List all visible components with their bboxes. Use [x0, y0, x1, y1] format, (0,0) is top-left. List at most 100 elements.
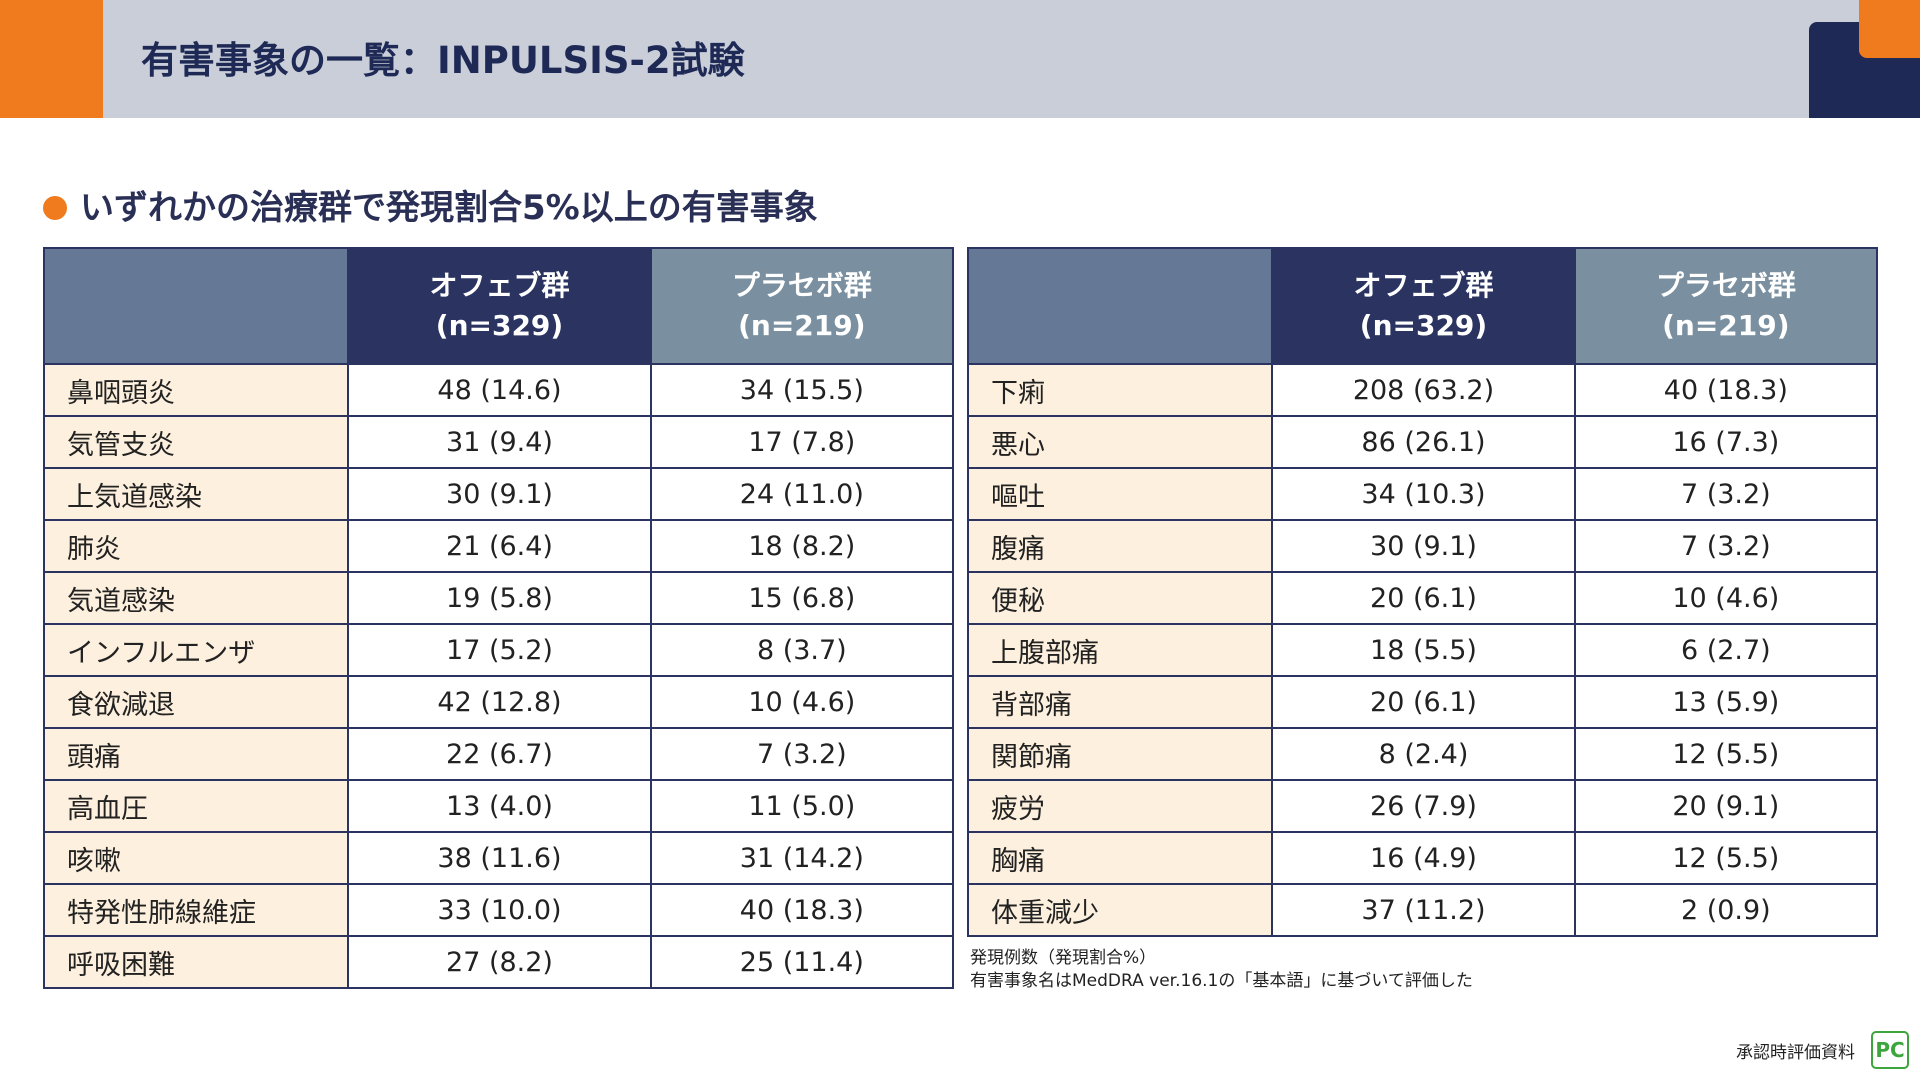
- column-header-line: (n=219): [738, 309, 866, 342]
- event-cell: 咳嗽: [42, 831, 350, 885]
- table-row: 嘔吐 34 (10.3) 7 (3.2): [966, 467, 1879, 521]
- footnote: 発現例数（発現割合%）: [970, 948, 1157, 968]
- table-row: 気管支炎 31 (9.4) 17 (7.8): [42, 415, 955, 469]
- value-cell: 20 (9.1): [1573, 779, 1879, 833]
- column-header: オフェブ群 (n=329): [347, 247, 652, 365]
- event-cell: 気管支炎: [42, 415, 350, 469]
- table-row: 気道感染 19 (5.8) 15 (6.8): [42, 571, 955, 625]
- table-row: 食欲減退 42 (12.8) 10 (4.6): [42, 675, 955, 729]
- logo: PC: [1871, 1031, 1909, 1069]
- value-cell: 6 (2.7): [1573, 623, 1879, 677]
- event-cell: 気道感染: [42, 571, 350, 625]
- value-cell: 86 (26.1): [1271, 415, 1576, 469]
- section-heading: いずれかの治療群で発現割合5%以上の有害事象: [80, 188, 818, 228]
- table-row: 上気道感染 30 (9.1) 24 (11.0): [42, 467, 955, 521]
- table-row: 特発性肺線維症 33 (10.0) 40 (18.3): [42, 883, 955, 937]
- event-cell: 特発性肺線維症: [42, 883, 350, 937]
- value-cell: 21 (6.4): [347, 519, 652, 573]
- value-cell: 38 (11.6): [347, 831, 652, 885]
- event-cell: 体重減少: [966, 883, 1274, 937]
- table-row: 悪心 86 (26.1) 16 (7.3): [966, 415, 1879, 469]
- table-row: インフルエンザ 17 (5.2) 8 (3.7): [42, 623, 955, 677]
- column-header: プラセボ群 (n=219): [1573, 247, 1879, 365]
- value-cell: 40 (18.3): [649, 883, 955, 937]
- table-row: 背部痛 20 (6.1) 13 (5.9): [966, 675, 1879, 729]
- value-cell: 40 (18.3): [1573, 363, 1879, 417]
- value-cell: 12 (5.5): [1573, 727, 1879, 781]
- table-row: 鼻咽頭炎 48 (14.6) 34 (15.5): [42, 363, 955, 417]
- value-cell: 11 (5.0): [649, 779, 955, 833]
- value-cell: 8 (2.4): [1271, 727, 1576, 781]
- event-cell: 胸痛: [966, 831, 1274, 885]
- event-cell: 嘔吐: [966, 467, 1274, 521]
- value-cell: 7 (3.2): [1573, 519, 1879, 573]
- column-header-line: オフェブ群: [429, 269, 570, 302]
- value-cell: 27 (8.2): [347, 935, 652, 989]
- value-cell: 24 (11.0): [649, 467, 955, 521]
- header-cell: [42, 247, 350, 365]
- table-row: 呼吸困難 27 (8.2) 25 (11.4): [42, 935, 955, 989]
- event-cell: 肺炎: [42, 519, 350, 573]
- table-row: 便秘 20 (6.1) 10 (4.6): [966, 571, 1879, 625]
- event-cell: 食欲減退: [42, 675, 350, 729]
- value-cell: 15 (6.8): [649, 571, 955, 625]
- column-header-line: (n=219): [1662, 309, 1790, 342]
- value-cell: 30 (9.1): [1271, 519, 1576, 573]
- header-accent: [0, 0, 103, 118]
- data-table: オフェブ群 (n=329) プラセボ群 (n=219) 下痢 208 (63.2) 40 (…: [966, 247, 1879, 937]
- event-cell: 上腹部痛: [966, 623, 1274, 677]
- value-cell: 20 (6.1): [1271, 571, 1576, 625]
- footnote: 有害事象名はMedDRA ver.16.1の「基本語」に基づいて評価した: [970, 971, 1473, 991]
- value-cell: 33 (10.0): [347, 883, 652, 937]
- value-cell: 26 (7.9): [1271, 779, 1576, 833]
- table-row: 頭痛 22 (6.7) 7 (3.2): [42, 727, 955, 781]
- table-row: 下痢 208 (63.2) 40 (18.3): [966, 363, 1879, 417]
- table-row: 上腹部痛 18 (5.5) 6 (2.7): [966, 623, 1879, 677]
- column-header-line: オフェブ群: [1353, 269, 1494, 302]
- value-cell: 20 (6.1): [1271, 675, 1576, 729]
- table-row: 高血圧 13 (4.0) 11 (5.0): [42, 779, 955, 833]
- event-cell: 悪心: [966, 415, 1274, 469]
- value-cell: 7 (3.2): [1573, 467, 1879, 521]
- value-cell: 30 (9.1): [347, 467, 652, 521]
- table-row: 体重減少 37 (11.2) 2 (0.9): [966, 883, 1879, 937]
- table-row: 肺炎 21 (6.4) 18 (8.2): [42, 519, 955, 573]
- table-row: 関節痛 8 (2.4) 12 (5.5): [966, 727, 1879, 781]
- value-cell: 10 (4.6): [1573, 571, 1879, 625]
- value-cell: 34 (10.3): [1271, 467, 1576, 521]
- event-cell: 疲労: [966, 779, 1274, 833]
- value-cell: 19 (5.8): [347, 571, 652, 625]
- column-header: オフェブ群 (n=329): [1271, 247, 1576, 365]
- event-cell: 関節痛: [966, 727, 1274, 781]
- value-cell: 16 (4.9): [1271, 831, 1576, 885]
- header-bar: [0, 0, 1920, 118]
- header-row: オフェブ群 (n=329) プラセボ群 (n=219): [966, 247, 1879, 365]
- value-cell: 8 (3.7): [649, 623, 955, 677]
- value-cell: 10 (4.6): [649, 675, 955, 729]
- table-row: 疲労 26 (7.9) 20 (9.1): [966, 779, 1879, 833]
- event-cell: 便秘: [966, 571, 1274, 625]
- value-cell: 48 (14.6): [347, 363, 652, 417]
- value-cell: 18 (8.2): [649, 519, 955, 573]
- value-cell: 18 (5.5): [1271, 623, 1576, 677]
- header-cell: [966, 247, 1274, 365]
- value-cell: 42 (12.8): [347, 675, 652, 729]
- data-table: オフェブ群 (n=329) プラセボ群 (n=219) 鼻咽頭炎 48 (14.6) 34 …: [42, 247, 955, 989]
- column-header-line: プラセボ群: [731, 269, 872, 302]
- header-row: オフェブ群 (n=329) プラセボ群 (n=219): [42, 247, 955, 365]
- value-cell: 7 (3.2): [649, 727, 955, 781]
- value-cell: 208 (63.2): [1271, 363, 1576, 417]
- value-cell: 34 (15.5): [649, 363, 955, 417]
- column-header-line: (n=329): [1359, 309, 1488, 342]
- event-cell: 下痢: [966, 363, 1274, 417]
- value-cell: 12 (5.5): [1573, 831, 1879, 885]
- table-row: 咳嗽 38 (11.6) 31 (14.2): [42, 831, 955, 885]
- table-row: 腹痛 30 (9.1) 7 (3.2): [966, 519, 1879, 573]
- value-cell: 22 (6.7): [347, 727, 652, 781]
- column-header: プラセボ群 (n=219): [649, 247, 955, 365]
- value-cell: 31 (14.2): [649, 831, 955, 885]
- footer-label: 承認時評価資料: [1736, 1043, 1855, 1063]
- table-row: 胸痛 16 (4.9) 12 (5.5): [966, 831, 1879, 885]
- value-cell: 31 (9.4): [347, 415, 652, 469]
